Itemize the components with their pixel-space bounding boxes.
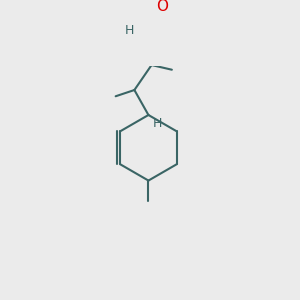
Text: H: H <box>153 117 163 130</box>
Text: O: O <box>156 0 168 14</box>
Text: H: H <box>125 24 134 37</box>
